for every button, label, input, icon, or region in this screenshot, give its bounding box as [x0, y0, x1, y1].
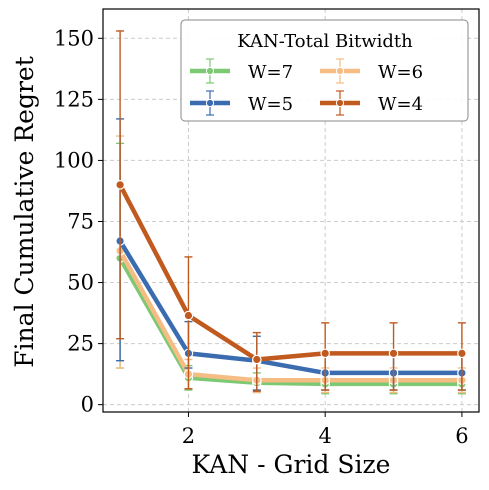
legend-label: W=4: [378, 94, 423, 115]
series-line: [118, 249, 462, 383]
legend-title: KAN-Total Bitwidth: [237, 31, 413, 52]
data-point: [457, 348, 467, 359]
data-point: [320, 348, 330, 359]
legend-entry: W=7: [190, 58, 293, 84]
y-tick-label: 100: [54, 148, 94, 172]
legend-marker: [335, 98, 345, 108]
y-tick-label: 50: [67, 271, 94, 295]
y-axis-ticks: 0 25 50 75 100 125 150: [54, 26, 103, 417]
series-line: [118, 183, 462, 362]
x-tick-label: 6: [455, 424, 468, 448]
legend-marker: [205, 66, 215, 76]
data-point: [115, 180, 125, 190]
legend-label: W=6: [378, 62, 423, 83]
y-tick-label: 75: [67, 209, 94, 233]
data-point: [252, 354, 262, 365]
x-axis-ticks: 2 4 6: [182, 412, 469, 448]
legend-entry: W=4: [320, 90, 423, 116]
legend: KAN-Total Bitwidth W=7 W=6 W=5 W=4: [180, 19, 469, 122]
legend-entry: W=5: [190, 90, 293, 116]
legend-label: W=5: [248, 94, 293, 115]
series-W=4: [115, 30, 467, 392]
y-tick-label: 0: [81, 393, 94, 417]
series-line: [118, 239, 462, 376]
x-tick-label: 4: [318, 424, 331, 448]
series-layer: [115, 30, 467, 395]
legend-label: W=7: [248, 62, 293, 83]
legend-marker: [205, 98, 215, 108]
data-point: [388, 348, 399, 359]
x-tick-label: 2: [182, 424, 195, 448]
y-tick-label: 125: [54, 87, 94, 111]
legend-entries: W=7 W=6 W=5 W=4: [190, 58, 423, 116]
data-point: [183, 310, 194, 321]
y-tick-label: 25: [67, 332, 94, 356]
legend-entry: W=6: [320, 58, 423, 84]
y-axis-label: Final Cumulative Regret: [10, 56, 39, 368]
legend-marker: [335, 66, 345, 76]
plot-frame: [102, 8, 480, 413]
x-axis-label: KAN - Grid Size: [192, 450, 391, 479]
y-tick-label: 150: [54, 26, 94, 50]
